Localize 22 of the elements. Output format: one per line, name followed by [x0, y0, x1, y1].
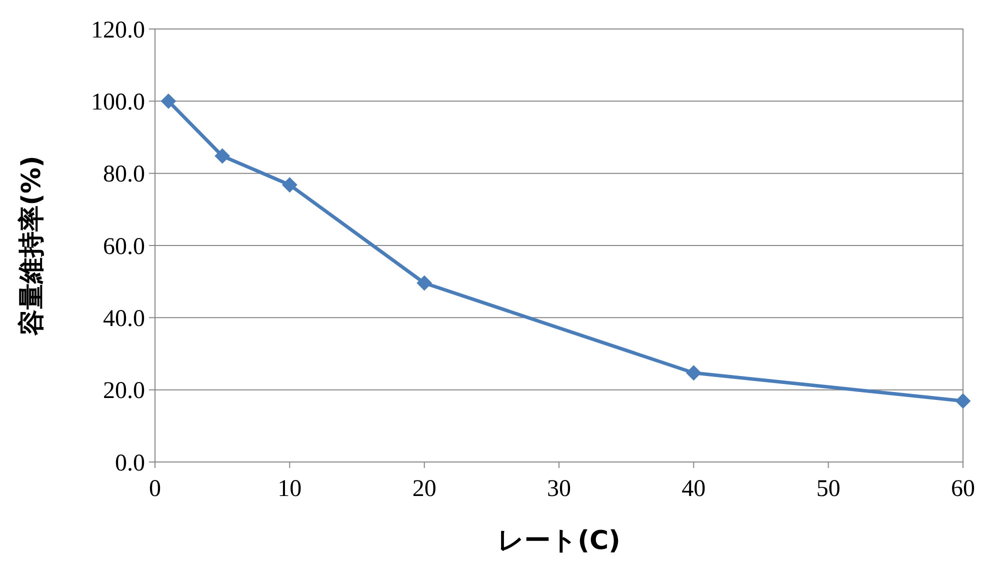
point	[282, 177, 298, 192]
x-tick-label: 10	[278, 476, 302, 502]
x-tick-label: 50	[816, 476, 840, 502]
point	[160, 94, 176, 109]
point	[956, 394, 970, 409]
y-tick-label: 40.0	[103, 306, 145, 332]
y-tick-label: 120.0	[91, 17, 145, 44]
y-axis-title: 容量維持率(%)	[17, 156, 47, 336]
x-tick-label: 0	[149, 476, 161, 502]
y-tick-label: 0.0	[115, 450, 145, 476]
point	[214, 148, 230, 164]
point	[416, 276, 432, 291]
y-tick-label: 80.0	[103, 162, 145, 188]
x-tick-label: 40	[682, 476, 706, 502]
x-tick-label: 30	[547, 476, 571, 502]
y-tick-label: 60.0	[103, 234, 145, 260]
point	[686, 365, 702, 380]
x-tick-label: 20	[412, 476, 436, 502]
y-tick-label: 100.0	[91, 90, 145, 116]
x-axis-title: レート(C)	[498, 526, 620, 556]
y-tick-label: 20.0	[103, 378, 145, 404]
x-tick-label: 60	[951, 476, 975, 502]
